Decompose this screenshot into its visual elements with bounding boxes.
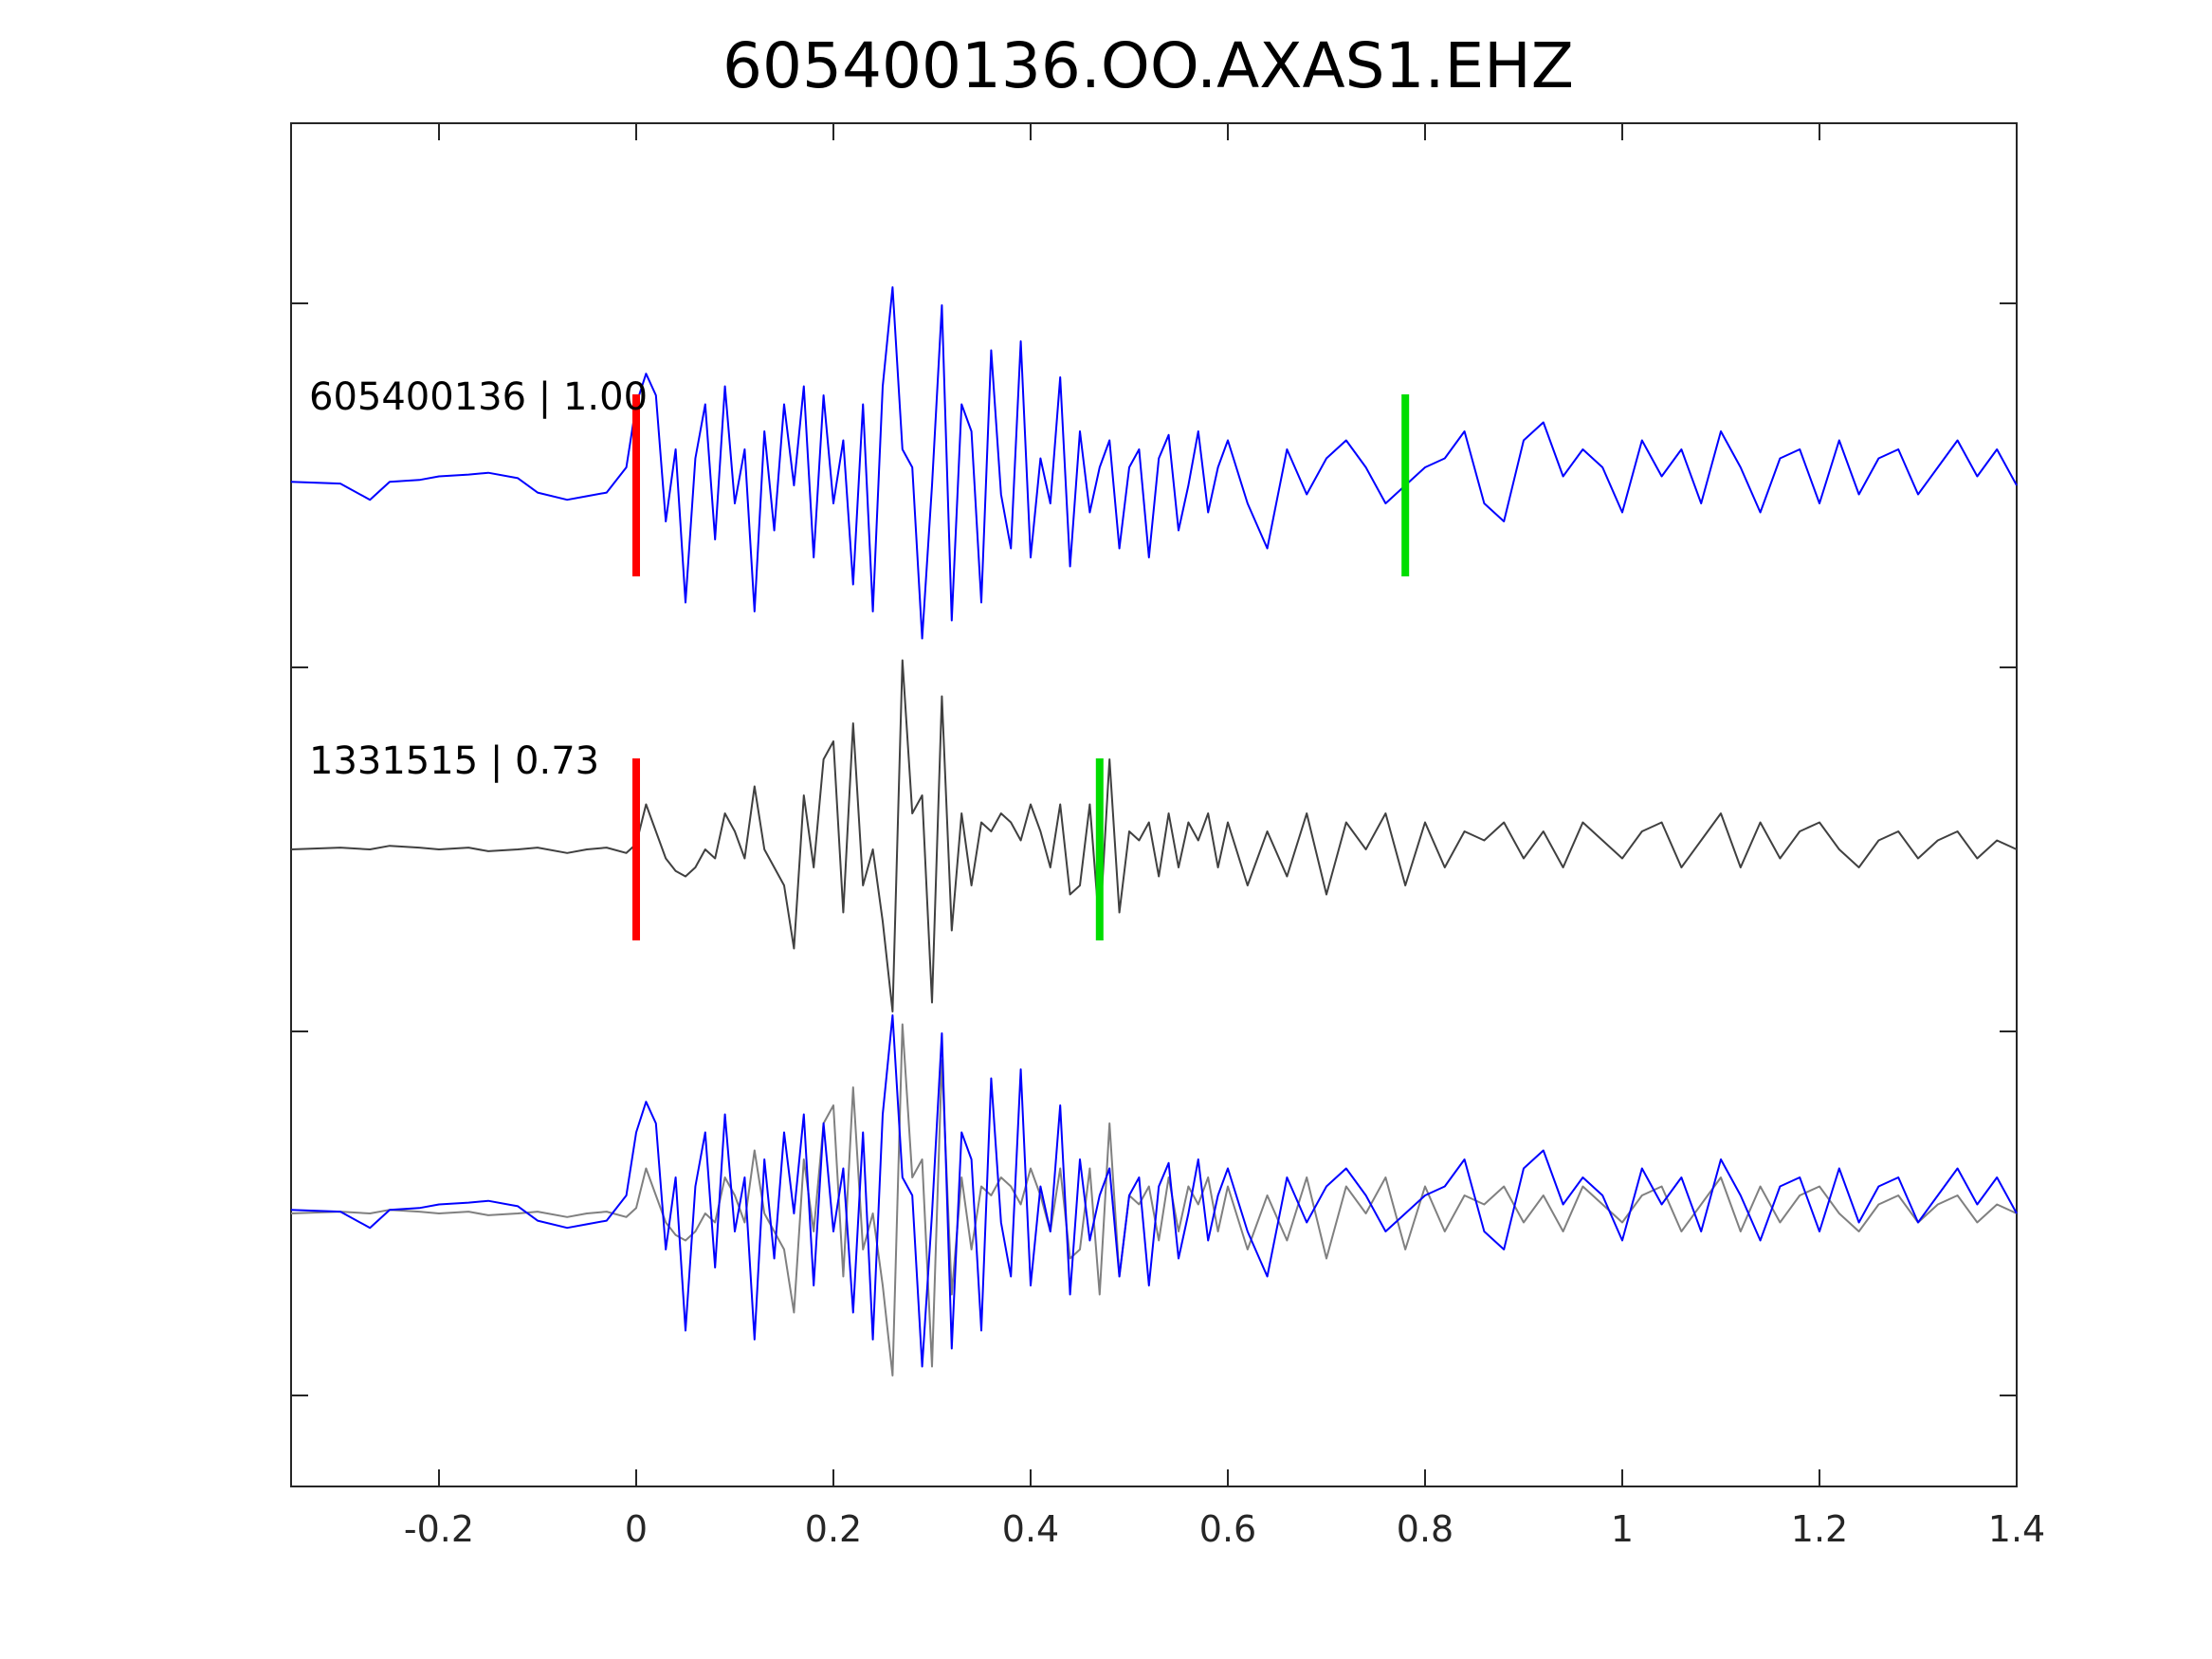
- x-tick-label: 0: [625, 1508, 648, 1550]
- x-tick-label: 1.4: [1988, 1508, 2045, 1550]
- plot-area-frame: [290, 122, 2018, 1487]
- x-tick-label: 1.2: [1791, 1508, 1848, 1550]
- x-tick-labels: -0.2 0 0.2 0.4 0.6 0.8 1 1.2 1.4: [404, 1508, 2045, 1550]
- x-tick-label: 0.6: [1199, 1508, 1256, 1550]
- x-tick-label: -0.2: [404, 1508, 474, 1550]
- phase-picks: [632, 394, 1410, 940]
- trace-label-template: 605400136 | 1.00: [309, 375, 648, 419]
- x-tick-label: 1: [1611, 1508, 1634, 1550]
- waveform-traces: [290, 286, 2018, 1376]
- x-tick-label: 0.2: [805, 1508, 862, 1550]
- overlay-match-line: [290, 1023, 2018, 1376]
- x-ticks: [438, 123, 2018, 1486]
- trace-label-match: 1331515 | 0.73: [309, 739, 599, 783]
- trace-line-0: [290, 286, 2018, 640]
- x-tick-label: 0.4: [1002, 1508, 1059, 1550]
- trace-line-1: [290, 659, 2018, 1012]
- y-ticks: [291, 302, 2017, 1396]
- overlay-template-line: [290, 1014, 2018, 1368]
- x-tick-label: 0.8: [1397, 1508, 1453, 1550]
- chart-title: 605400136.OO.AXAS1.EHZ: [722, 29, 1574, 102]
